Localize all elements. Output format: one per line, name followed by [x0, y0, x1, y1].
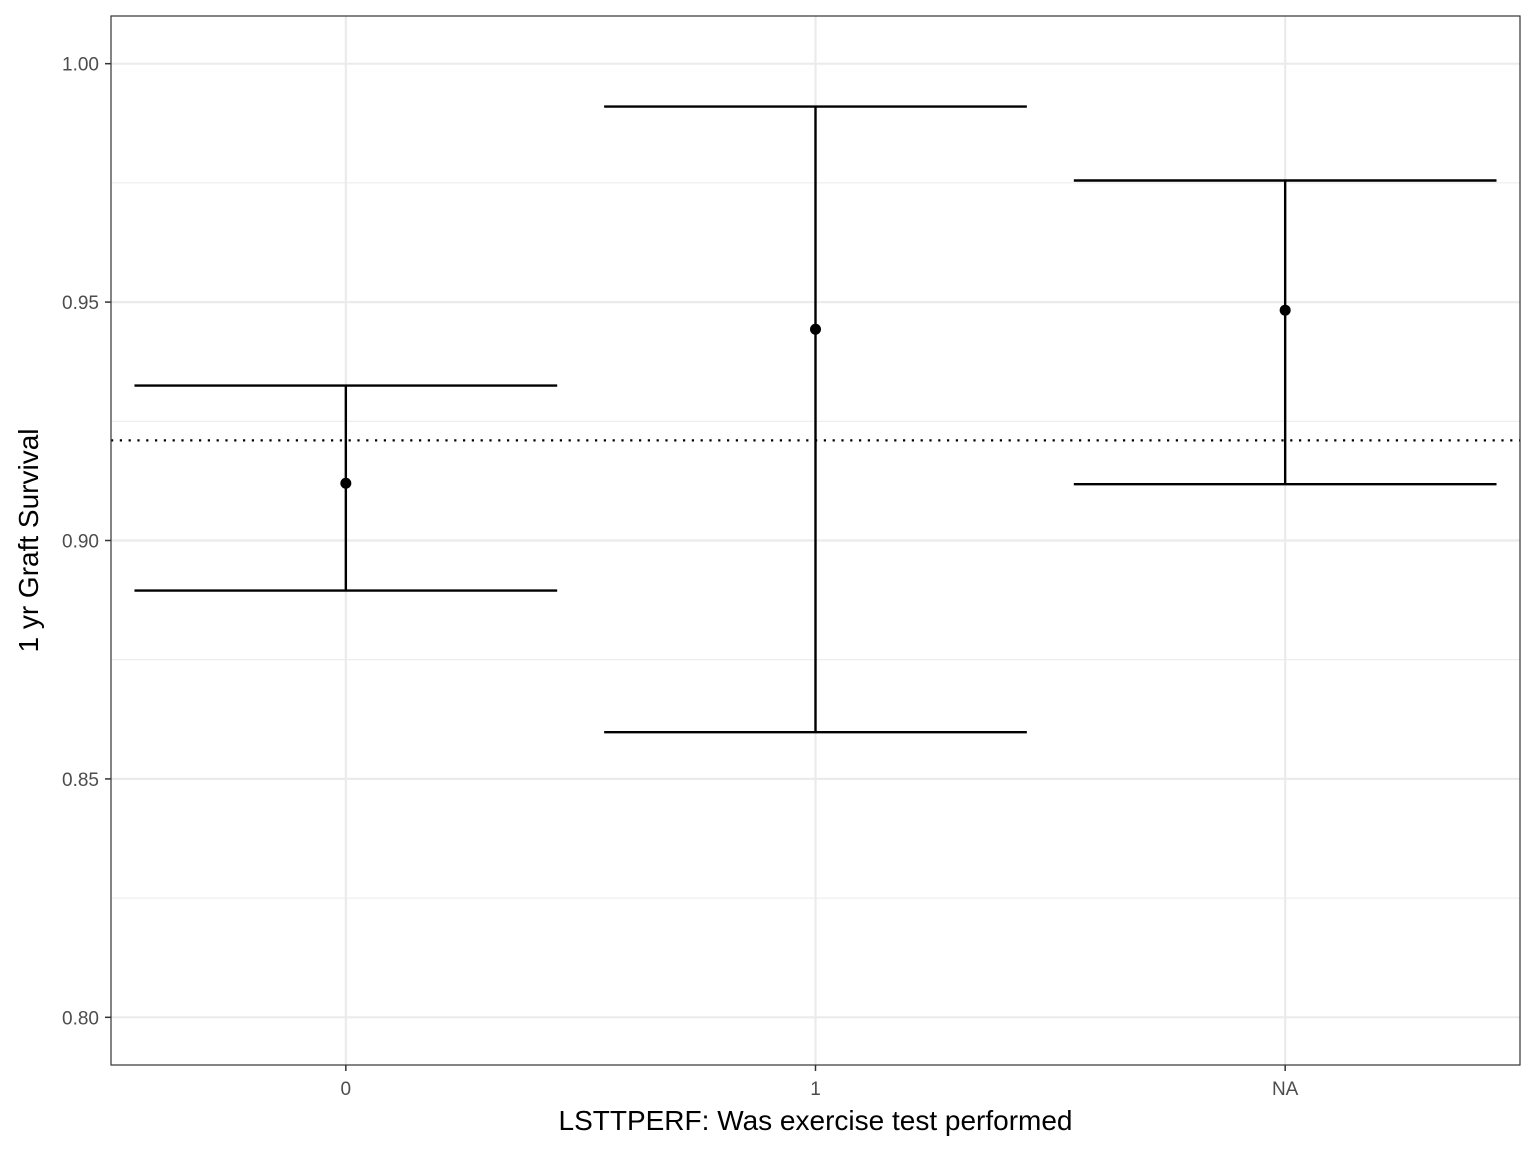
y-tick-label: 0.80: [62, 1008, 99, 1029]
y-axis-ticks: 0.80 0.85 0.90 0.95 1.00: [62, 55, 111, 1029]
y-tick-label: 0.95: [62, 293, 99, 314]
x-axis-title: LSTTPERF: Was exercise test performed: [559, 1105, 1073, 1136]
y-axis-title: 1 yr Graft Survival: [13, 428, 44, 652]
x-axis-ticks: 0 1 NA: [341, 1065, 1299, 1100]
estimate-point: [810, 323, 821, 335]
estimate-point: [340, 477, 352, 489]
x-tick-label: 0: [341, 1079, 352, 1100]
y-tick-label: 1.00: [62, 55, 99, 76]
x-tick-label: 1: [810, 1079, 821, 1100]
y-tick-label: 0.90: [62, 532, 99, 553]
errorbar-marks: [134, 105, 1497, 734]
estimate-point: [1279, 304, 1291, 316]
x-tick-label: NA: [1272, 1079, 1299, 1100]
y-tick-label: 0.85: [62, 770, 99, 791]
